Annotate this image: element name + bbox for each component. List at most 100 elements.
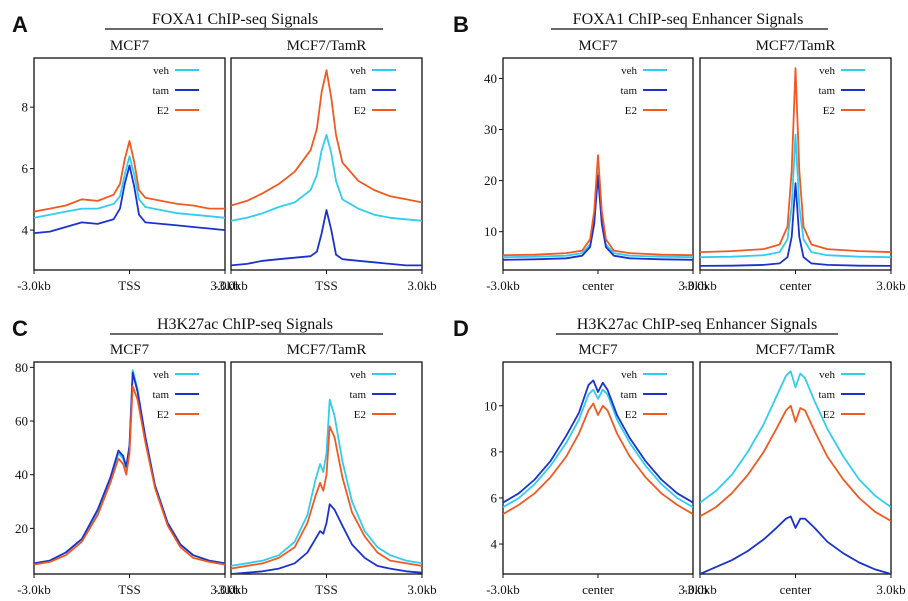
legend-label: tam <box>621 85 638 97</box>
legend-label: E2 <box>625 105 637 117</box>
series-line-tam <box>700 515 891 574</box>
legend-label: tam <box>350 389 367 401</box>
panel-b: B FOXA1 ChIP-seq Enhancer Signals MCF7 10 20… <box>453 11 906 293</box>
legend-label: E2 <box>823 409 835 421</box>
subplot-2: MCF7/TamR -3.0kb TSS 3.0kb veh tam E2 <box>214 38 436 293</box>
legend-label: veh <box>819 369 835 381</box>
x-tick-label: center <box>582 278 614 293</box>
x-tick-label: 3.0kb <box>407 278 436 293</box>
series-line-tam <box>34 164 225 234</box>
y-tick-label: 8 <box>491 444 498 459</box>
y-tick-label: 60 <box>15 414 28 429</box>
series-line-e2 <box>503 402 693 515</box>
legend-label: veh <box>621 369 637 381</box>
x-tick-label: center <box>582 582 614 597</box>
y-tick-label: 20 <box>15 521 28 536</box>
x-tick-label: 3.0kb <box>678 582 707 597</box>
legend-label: veh <box>819 65 835 77</box>
series-line-veh <box>34 369 225 565</box>
y-tick-label: 6 <box>491 490 498 505</box>
y-tick-label: 10 <box>484 398 497 413</box>
series-line-e2 <box>231 69 422 207</box>
x-tick-label: -3.0kb <box>17 278 51 293</box>
subplot-title: MCF7 <box>110 38 150 54</box>
y-tick-label: 80 <box>15 360 28 375</box>
panel-title: FOXA1 ChIP-seq Enhancer Signals <box>573 11 804 28</box>
panel-title: H3K27ac ChIP-seq Enhancer Signals <box>577 316 817 333</box>
x-tick-label: -3.0kb <box>486 278 520 293</box>
series-line-tam <box>231 209 422 267</box>
x-tick-label: -3.0kb <box>683 582 717 597</box>
series-line-veh <box>700 370 891 508</box>
legend-label: tam <box>819 85 836 97</box>
subplot-title: MCF7/TamR <box>756 38 836 54</box>
x-tick-label: 3.0kb <box>407 582 436 597</box>
y-tick-label: 4 <box>22 223 29 238</box>
subplot-2: MCF7/TamR -3.0kb center 3.0kb veh tam E2 <box>683 38 905 293</box>
series-line-e2 <box>231 425 422 570</box>
y-tick-label: 30 <box>484 122 497 137</box>
panel-letter: B <box>453 12 469 37</box>
series-line-e2 <box>503 154 693 257</box>
y-tick-label: 40 <box>15 467 28 482</box>
subplot-title: MCF7/TamR <box>287 38 367 54</box>
x-tick-label: TSS <box>118 278 140 293</box>
x-tick-label: TSS <box>315 582 337 597</box>
x-tick-label: TSS <box>315 278 337 293</box>
x-tick-label: 3.0kb <box>876 278 905 293</box>
subplot-2: MCF7/TamR -3.0kb TSS 3.0kb veh tam E2 <box>214 342 436 597</box>
panel-title: H3K27ac ChIP-seq Signals <box>157 316 333 333</box>
subplot-title: MCF7/TamR <box>287 342 367 358</box>
series-line-veh <box>503 388 693 508</box>
series-line-veh <box>700 133 891 259</box>
legend-label: E2 <box>625 409 637 421</box>
y-tick-label: 40 <box>484 71 497 86</box>
legend-label: veh <box>153 369 169 381</box>
legend-label: E2 <box>354 105 366 117</box>
x-tick-label: 3.0kb <box>876 582 905 597</box>
series-line-tam <box>503 379 693 504</box>
y-tick-label: 4 <box>491 537 498 552</box>
panel-letter: D <box>453 316 469 341</box>
x-tick-label: -3.0kb <box>214 278 248 293</box>
legend-label: tam <box>153 389 170 401</box>
subplot-2: MCF7/TamR -3.0kb center 3.0kb veh tam E2 <box>683 342 905 597</box>
series-line-veh <box>231 133 422 222</box>
x-tick-label: TSS <box>118 582 140 597</box>
legend-label: tam <box>153 85 170 97</box>
x-tick-label: -3.0kb <box>683 278 717 293</box>
subplot-title: MCF7/TamR <box>756 342 836 358</box>
x-tick-label: center <box>780 582 812 597</box>
panel-title: FOXA1 ChIP-seq Signals <box>152 11 318 28</box>
series-line-e2 <box>700 67 891 253</box>
legend-label: E2 <box>157 409 169 421</box>
subplot-1: MCF7 20 40 60 80 -3.0kb TSS 3.0kb veh tam E2 <box>15 342 240 597</box>
series-line-e2 <box>34 385 225 566</box>
x-tick-label: 3.0kb <box>210 278 239 293</box>
subplot-1: MCF7 10 20 30 40 -3.0kb center 3.0kb veh tam E2 <box>484 38 708 293</box>
legend-label: veh <box>621 65 637 77</box>
x-tick-label: 3.0kb <box>210 582 239 597</box>
panel-letter: A <box>12 12 28 37</box>
legend-label: veh <box>350 369 366 381</box>
x-tick-label: center <box>780 278 812 293</box>
series-line-veh <box>231 398 422 567</box>
subplot-title: MCF7 <box>578 342 618 358</box>
series-line-tam <box>34 371 225 565</box>
y-tick-label: 8 <box>22 100 29 115</box>
x-tick-label: -3.0kb <box>486 582 520 597</box>
subplot-1: MCF7 4 6 8 -3.0kb TSS 3.0kb veh tam E2 <box>17 38 239 293</box>
subplot-1: MCF7 4 6 8 10 -3.0kb center 3.0kb veh tam E2 <box>484 342 708 597</box>
x-tick-label: 3.0kb <box>678 278 707 293</box>
panel-c: C H3K27ac ChIP-seq Signals MCF7 20 40 60 80 -3.… <box>12 316 437 597</box>
legend-label: tam <box>350 85 367 97</box>
series-line-tam <box>231 503 422 574</box>
x-tick-label: -3.0kb <box>214 582 248 597</box>
y-tick-label: 20 <box>484 173 497 188</box>
legend-label: E2 <box>157 105 169 117</box>
panel-d: D H3K27ac ChIP-seq Enhancer Signals MCF7 4 6… <box>453 316 906 597</box>
legend-label: E2 <box>354 409 366 421</box>
legend-label: E2 <box>823 105 835 117</box>
x-tick-label: -3.0kb <box>17 582 51 597</box>
